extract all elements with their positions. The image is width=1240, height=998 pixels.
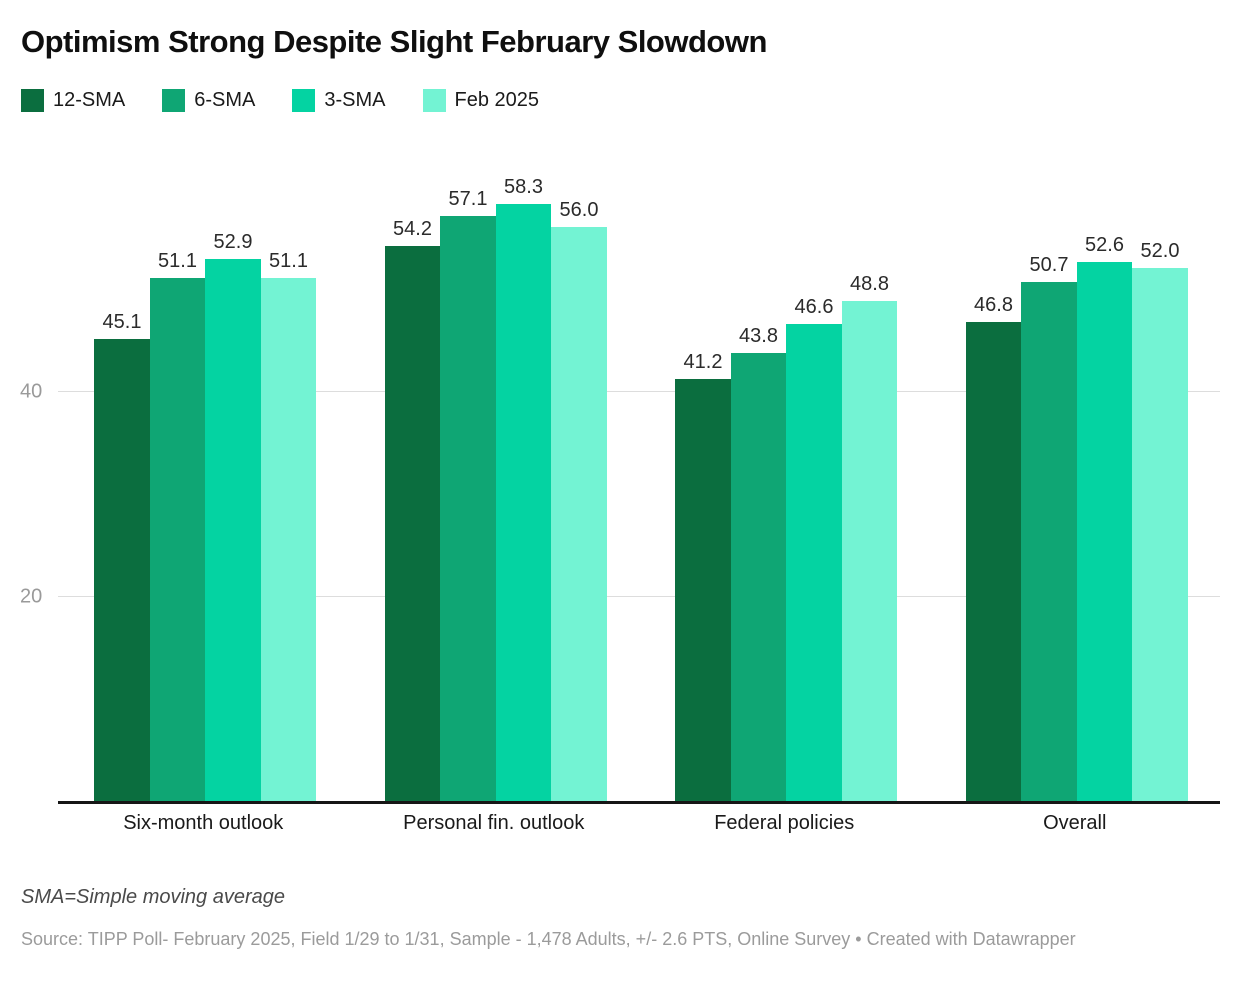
legend-label: 12-SMA	[53, 89, 126, 111]
legend-label: 3-SMA	[324, 89, 386, 111]
y-gridline-20	[58, 595, 1220, 597]
bar-feb-2025-personal-fin-outlook	[551, 227, 607, 802]
category-label-overall: Overall	[1043, 812, 1107, 834]
legend: 12-SMA 6-SMA 3-SMA Feb 2025	[21, 89, 1219, 112]
bar-3-sma-federal-policies	[786, 323, 842, 802]
category-axis-labels: Six-month outlook Personal fin. outlook Fe…	[0, 812, 1240, 842]
legend-swatch-icon	[292, 89, 316, 112]
legend-item-6-sma: 6-SMA	[162, 89, 255, 112]
bar-value-label: 52.9	[213, 231, 253, 254]
bar-value-label: 50.7	[1029, 253, 1069, 276]
bar-3-sma-overall	[1076, 262, 1133, 802]
bar-value-label: 52.6	[1085, 234, 1124, 257]
x-axis-line	[58, 801, 1220, 804]
bar-6-sma-federal-policies	[730, 352, 787, 802]
bar-value-label: 58.3	[504, 175, 543, 198]
legend-swatch-icon	[162, 89, 186, 112]
bar-12-sma-federal-policies	[675, 379, 731, 802]
bar-value-label: 51.1	[158, 249, 197, 272]
category-label-personal-fin-outlook: Personal fin. outlook	[403, 812, 585, 834]
bar-value-label: 51.1	[269, 249, 308, 272]
bar-value-label: 41.2	[683, 351, 723, 374]
bar-6-sma-overall	[1021, 281, 1077, 802]
bar-12-sma-overall	[965, 321, 1022, 802]
legend-swatch-icon	[21, 89, 44, 112]
bar-value-label: 56.0	[559, 199, 599, 222]
bar-value-label: 46.6	[794, 295, 834, 318]
source-line: Source: TIPP Poll- February 2025, Field …	[21, 929, 1076, 949]
legend-label: 6-SMA	[194, 89, 256, 111]
bar-12-sma-six-month-outlook	[94, 339, 150, 802]
bar-chart-plot: 20 40 45.1 51.1 52.9 51.1 54.2 57.1 58.3 56.0 41.2…	[0, 150, 1240, 804]
bar-6-sma-personal-fin-outlook	[440, 216, 496, 802]
y-tick-label-40: 40	[20, 380, 43, 403]
chart-title: Optimism Strong Despite Slight February …	[21, 24, 767, 59]
bar-value-label: 54.2	[393, 217, 432, 240]
bar-value-label: 57.1	[448, 188, 488, 211]
y-gridline-40	[58, 390, 1220, 392]
bar-3-sma-six-month-outlook	[205, 259, 261, 802]
bar-feb-2025-overall	[1132, 268, 1188, 802]
bar-value-label: 43.8	[739, 324, 778, 347]
bar-value-label: 52.0	[1140, 240, 1180, 263]
legend-item-3-sma: 3-SMA	[292, 89, 386, 112]
y-tick-label-20: 20	[20, 585, 43, 608]
legend-item-12-sma: 12-SMA	[21, 89, 125, 112]
legend-item-feb-2025: Feb 2025	[422, 89, 540, 112]
legend-swatch-icon	[422, 89, 446, 112]
bar-feb-2025-six-month-outlook	[260, 277, 317, 802]
bar-6-sma-six-month-outlook	[149, 277, 206, 802]
bar-12-sma-personal-fin-outlook	[384, 245, 441, 802]
category-label-six-month-outlook: Six-month outlook	[123, 812, 284, 834]
bar-feb-2025-federal-policies	[841, 301, 898, 802]
bar-value-label: 48.8	[850, 273, 889, 296]
bar-3-sma-personal-fin-outlook	[495, 203, 552, 802]
chart-footnote: SMA=Simple moving average	[21, 886, 286, 908]
bar-value-label: 46.8	[974, 293, 1013, 316]
category-label-federal-policies: Federal policies	[714, 812, 855, 834]
bar-value-label: 45.1	[102, 311, 142, 334]
legend-label: Feb 2025	[454, 89, 540, 111]
